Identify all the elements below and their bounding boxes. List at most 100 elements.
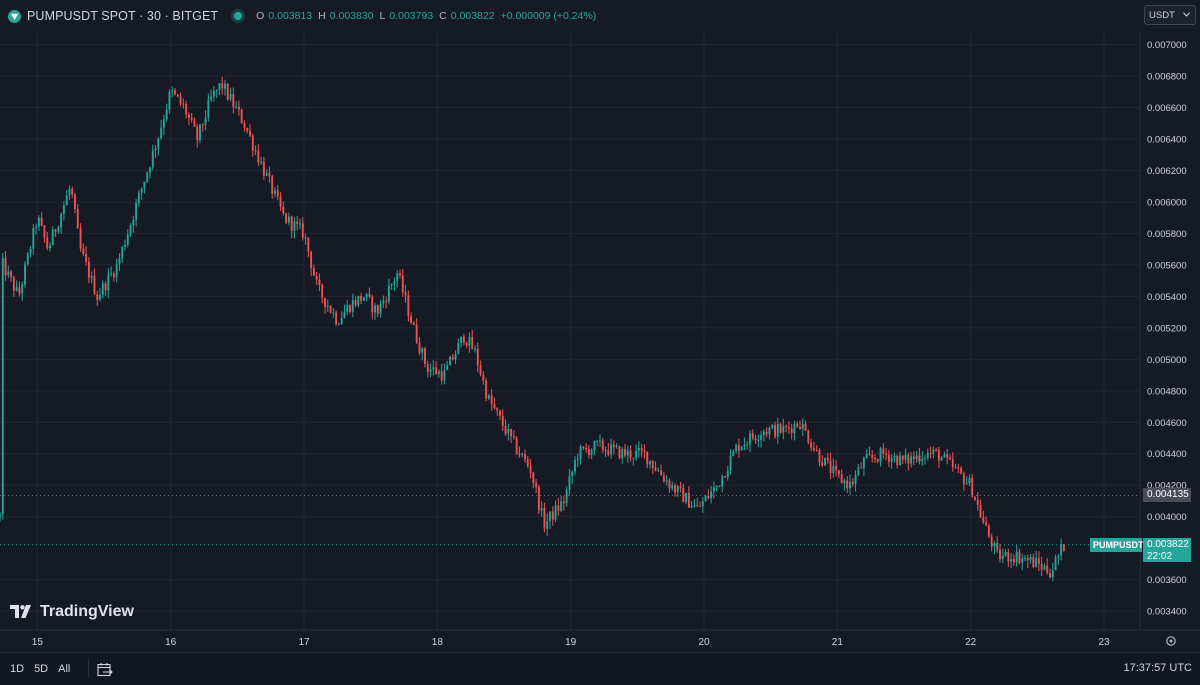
candle-body [385, 300, 388, 302]
candle-body [774, 425, 776, 437]
candle-body [482, 374, 485, 381]
candle-body [512, 436, 515, 438]
candle-body [576, 458, 579, 461]
candle-body [474, 348, 476, 350]
candle-body [257, 150, 260, 163]
candle-body [610, 444, 613, 455]
candle-body [599, 440, 601, 442]
candle-body [310, 251, 313, 269]
price-tick-label: 0.004400 [1147, 449, 1187, 460]
candle-body [43, 225, 46, 238]
close-key: C [439, 10, 447, 22]
candle-body [935, 449, 938, 451]
candle-body [485, 380, 488, 399]
candle-body [976, 499, 979, 505]
price-tick-label: 0.004200 [1147, 481, 1187, 492]
price-axis[interactable] [1140, 32, 1200, 630]
utc-clock[interactable]: 17:37:57 UTC [1123, 662, 1192, 674]
candle-body [687, 492, 690, 508]
candle-body [24, 264, 26, 285]
settings-icon[interactable] [1166, 636, 1176, 646]
candle-body [1037, 558, 1040, 564]
candle-body [149, 167, 151, 173]
candle-body [1035, 558, 1038, 567]
candle-body [929, 452, 932, 454]
candle-body [21, 284, 24, 294]
candle-body [354, 300, 357, 306]
candle-body [160, 127, 163, 139]
candle-body [176, 94, 179, 97]
candle-body [760, 435, 763, 440]
crosshair-price-text: 0.004135 [1147, 489, 1189, 501]
candle-body [607, 450, 610, 455]
candle-body [546, 521, 549, 529]
time-tick-label: 18 [432, 637, 444, 648]
candle-body [643, 450, 646, 452]
tradingview-watermark[interactable]: TradingView [10, 603, 134, 621]
symbol-price-tag: PUMPUSDT [1090, 537, 1144, 552]
candle-body [710, 491, 713, 499]
candle-body [882, 448, 885, 454]
open-value: 0.003813 [268, 10, 313, 22]
candle-body [51, 229, 54, 246]
candle-body [918, 455, 921, 462]
candle-body [751, 433, 754, 439]
price-tick-label: 0.004000 [1147, 512, 1187, 523]
candle-body [854, 474, 857, 484]
candle-body [210, 96, 213, 100]
candle-body [368, 293, 371, 297]
candle-body [35, 226, 38, 228]
candle-body [679, 486, 682, 488]
range-5d-button[interactable]: 5D [34, 663, 49, 675]
price-tick-label: 0.006000 [1147, 197, 1187, 208]
range-1d-button[interactable]: 1D [10, 663, 25, 675]
price-tick-label: 0.004800 [1147, 386, 1187, 397]
candle-body [429, 369, 432, 372]
candle-body [779, 423, 782, 433]
price-tick-label: 0.003400 [1147, 607, 1187, 618]
candle-body [707, 495, 710, 499]
candle-body [729, 455, 732, 471]
candle-body [62, 205, 65, 214]
candle-body [843, 480, 846, 484]
range-all-button[interactable]: All [58, 663, 71, 675]
candle-body [571, 471, 574, 477]
candle-body [224, 83, 226, 89]
currency-select[interactable]: USDT [1144, 5, 1196, 25]
bottom-toolbar: 1D 5D All 17:37:57 UTC [0, 652, 1200, 685]
candle-body [535, 482, 538, 488]
candle-series [0, 76, 1065, 582]
candle-body [304, 237, 307, 239]
candle-body [129, 225, 132, 235]
price-axis-labels: 0.007000 0.006800 0.006600 0.006400 0.006200… [1147, 40, 1187, 618]
symbol-title[interactable]: PUMPUSDT SPOT · 30 · BITGET [27, 9, 219, 23]
candle-body [135, 202, 138, 220]
time-axis[interactable] [0, 630, 1140, 652]
live-status-icon [234, 12, 243, 20]
candle-body [104, 283, 107, 291]
candle-body [951, 459, 954, 468]
candle-body [32, 227, 35, 249]
chart-area[interactable]: 0.007000 0.006800 0.006600 0.006400 0.006200… [0, 0, 1200, 652]
candle-body [543, 507, 546, 529]
date-range-button[interactable] [88, 660, 114, 678]
candle-body [721, 475, 724, 487]
candle-body [249, 130, 251, 136]
candle-body [668, 480, 671, 489]
candle-body [804, 423, 807, 431]
low-value: 0.003793 [389, 10, 434, 22]
high-value: 0.003830 [329, 10, 374, 22]
candle-body [915, 455, 918, 460]
candle-body [0, 514, 1, 517]
candle-body [235, 106, 238, 108]
candle-body [974, 496, 976, 500]
candle-body [376, 305, 379, 315]
candle-body [287, 216, 290, 223]
candle-body [932, 449, 935, 454]
candle-body [143, 181, 146, 189]
candle-body [879, 448, 882, 462]
price-tick-label: 0.005000 [1147, 355, 1187, 366]
candle-body [332, 312, 335, 314]
candlestick-chart[interactable]: 0.007000 0.006800 0.006600 0.006400 0.006200… [0, 0, 1200, 652]
